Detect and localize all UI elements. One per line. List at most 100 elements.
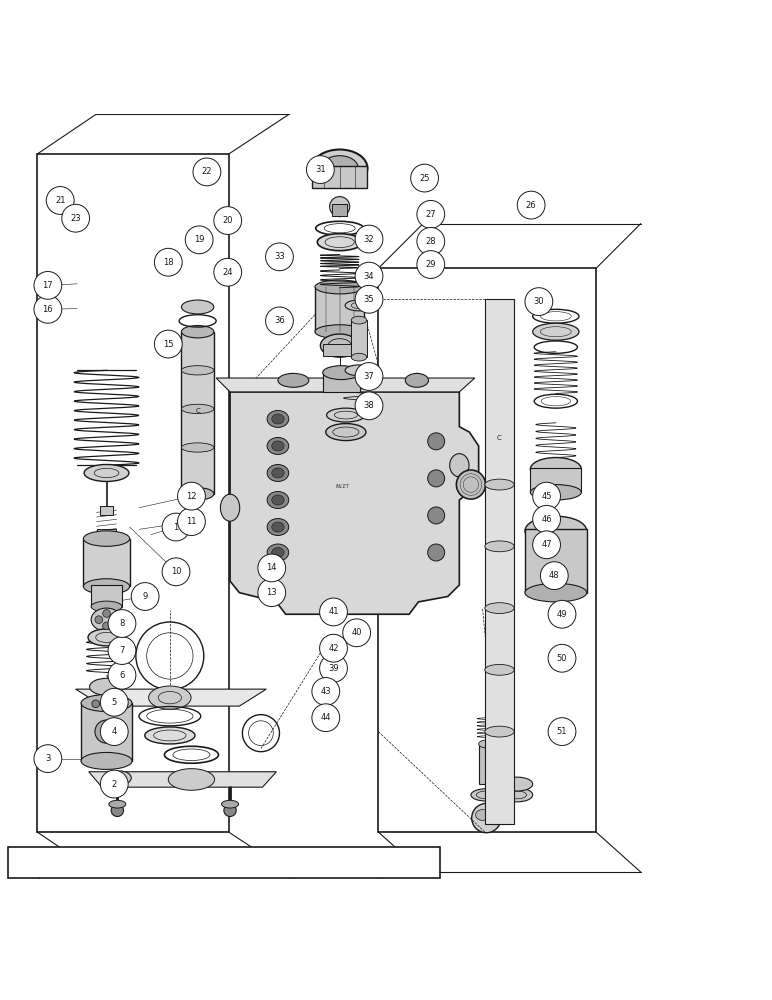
Text: 43: 43 <box>320 687 331 696</box>
Ellipse shape <box>181 326 214 338</box>
Ellipse shape <box>351 316 367 324</box>
Polygon shape <box>89 772 276 787</box>
Bar <box>37 154 229 832</box>
Text: 47: 47 <box>541 540 552 549</box>
Circle shape <box>185 226 213 254</box>
Bar <box>530 468 581 492</box>
Circle shape <box>548 600 576 628</box>
Ellipse shape <box>267 410 289 427</box>
Ellipse shape <box>428 470 445 487</box>
Text: 29: 29 <box>425 260 436 269</box>
Ellipse shape <box>267 437 289 454</box>
Ellipse shape <box>449 454 469 477</box>
Circle shape <box>312 704 340 732</box>
Ellipse shape <box>272 495 284 505</box>
Text: 13: 13 <box>266 588 277 597</box>
Text: 50: 50 <box>557 654 567 663</box>
Ellipse shape <box>351 353 367 361</box>
Text: 44: 44 <box>320 713 331 722</box>
Ellipse shape <box>485 603 514 613</box>
Ellipse shape <box>405 373 428 387</box>
Ellipse shape <box>485 726 514 737</box>
Bar <box>323 373 360 392</box>
Circle shape <box>178 482 205 510</box>
Ellipse shape <box>428 544 445 561</box>
Ellipse shape <box>326 424 366 441</box>
Circle shape <box>108 610 136 637</box>
Bar <box>97 529 116 540</box>
Bar <box>485 299 514 824</box>
Bar <box>315 287 364 332</box>
Bar <box>81 703 132 761</box>
Bar <box>83 539 130 586</box>
Ellipse shape <box>108 771 131 785</box>
Text: 36: 36 <box>274 316 285 325</box>
Text: 5: 5 <box>112 698 117 707</box>
Ellipse shape <box>111 804 124 817</box>
Ellipse shape <box>95 720 118 743</box>
Circle shape <box>100 688 128 716</box>
Ellipse shape <box>88 629 125 646</box>
Ellipse shape <box>321 156 358 180</box>
Circle shape <box>533 482 560 510</box>
Circle shape <box>258 579 286 607</box>
Circle shape <box>193 158 221 186</box>
Text: 17: 17 <box>42 281 53 290</box>
Circle shape <box>355 363 383 390</box>
Ellipse shape <box>525 516 587 546</box>
Ellipse shape <box>479 740 494 748</box>
Text: 32: 32 <box>364 235 374 244</box>
Ellipse shape <box>456 470 486 499</box>
Circle shape <box>355 262 383 290</box>
Text: 38: 38 <box>364 401 374 410</box>
Circle shape <box>417 200 445 228</box>
Ellipse shape <box>90 678 124 695</box>
Ellipse shape <box>224 804 236 817</box>
Circle shape <box>548 718 576 745</box>
Text: 6: 6 <box>120 671 124 680</box>
Circle shape <box>34 745 62 773</box>
Ellipse shape <box>267 544 289 561</box>
Circle shape <box>214 207 242 234</box>
Circle shape <box>411 164 438 192</box>
Text: 2: 2 <box>112 780 117 789</box>
Ellipse shape <box>267 519 289 536</box>
Ellipse shape <box>181 366 214 375</box>
Circle shape <box>100 770 128 798</box>
Circle shape <box>214 258 242 286</box>
Text: 16: 16 <box>42 305 53 314</box>
Ellipse shape <box>272 441 284 451</box>
Ellipse shape <box>148 686 191 709</box>
Text: 48: 48 <box>549 571 560 580</box>
Bar <box>323 344 357 356</box>
Ellipse shape <box>485 479 514 490</box>
Text: 30: 30 <box>533 297 544 306</box>
Circle shape <box>548 644 576 672</box>
Circle shape <box>540 562 568 590</box>
Bar <box>312 166 367 188</box>
Circle shape <box>533 531 560 559</box>
Text: 23: 23 <box>70 214 81 223</box>
Ellipse shape <box>222 800 239 808</box>
Text: 31: 31 <box>315 165 326 174</box>
Ellipse shape <box>471 789 502 801</box>
Ellipse shape <box>272 547 284 558</box>
Text: 26: 26 <box>526 201 537 210</box>
Text: 45: 45 <box>541 492 552 501</box>
Text: 35: 35 <box>364 295 374 304</box>
Circle shape <box>154 248 182 276</box>
Text: 15: 15 <box>163 340 174 349</box>
Ellipse shape <box>278 373 309 387</box>
Text: 18: 18 <box>163 258 174 267</box>
Circle shape <box>320 654 347 682</box>
Ellipse shape <box>168 769 215 790</box>
Ellipse shape <box>530 485 581 500</box>
Text: 20: 20 <box>222 216 233 225</box>
Ellipse shape <box>341 373 368 387</box>
Circle shape <box>62 204 90 232</box>
Text: 39: 39 <box>328 664 339 673</box>
Circle shape <box>355 285 383 313</box>
Polygon shape <box>216 378 475 392</box>
Ellipse shape <box>428 507 445 524</box>
Ellipse shape <box>267 464 289 481</box>
